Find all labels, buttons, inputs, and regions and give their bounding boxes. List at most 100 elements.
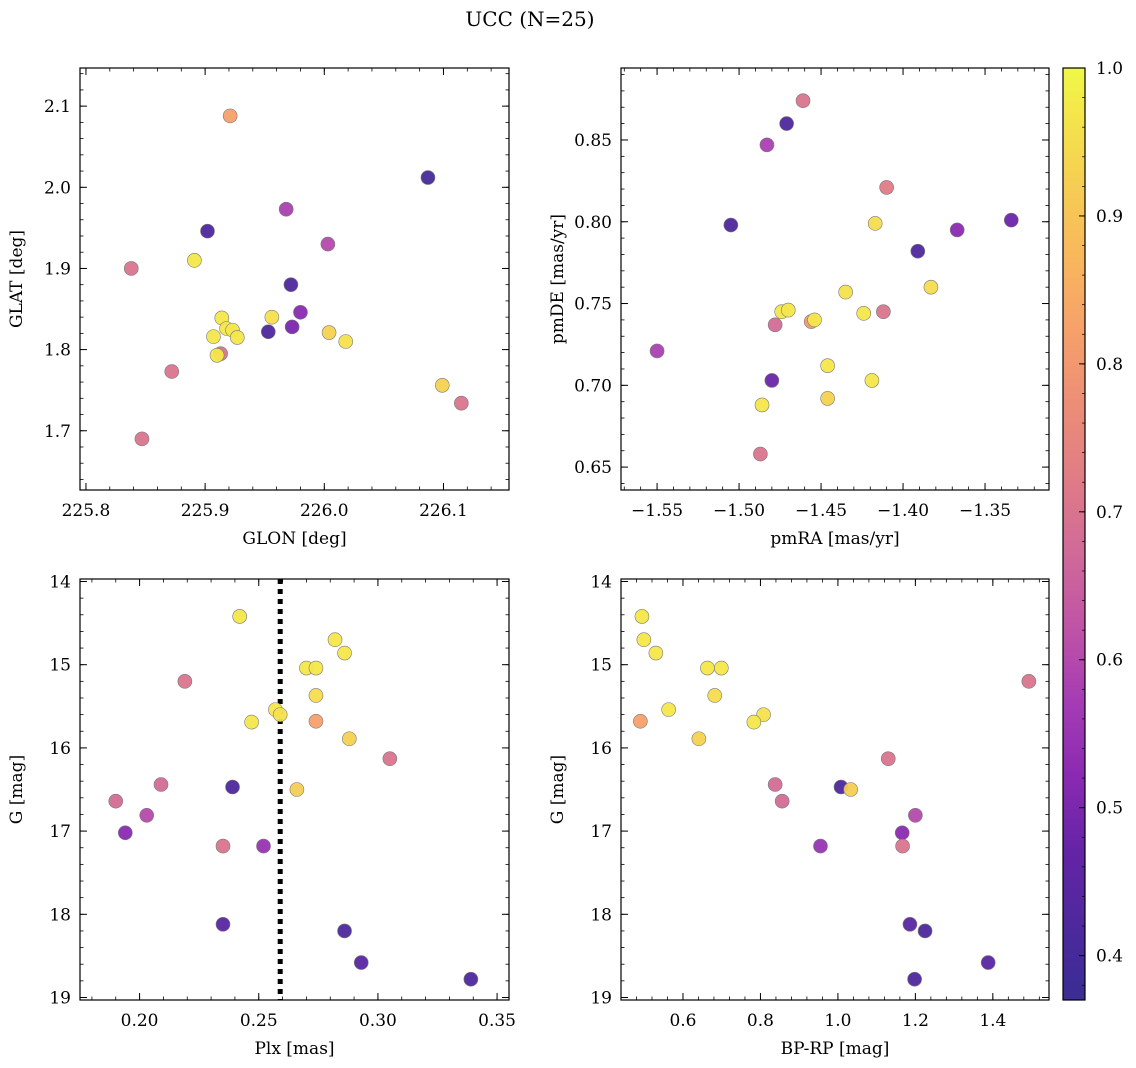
data-point — [320, 236, 336, 252]
y-tick-label: 15 — [590, 656, 612, 676]
y-axis-label: G [mag] — [7, 755, 27, 824]
data-point — [382, 751, 398, 767]
data-point — [917, 923, 933, 939]
data-point — [980, 955, 996, 970]
data-point — [463, 971, 479, 987]
data-point — [244, 714, 259, 730]
data-point — [225, 779, 240, 795]
y-tick-label: 1.8 — [44, 341, 71, 361]
data-point — [338, 334, 354, 349]
data-point — [321, 325, 337, 340]
axes-frame — [620, 67, 1050, 491]
data-point — [1021, 674, 1037, 689]
y-tick-label: 0.65 — [574, 458, 612, 478]
x-tick-label: 0.25 — [240, 1011, 278, 1031]
x-tick-label: 226.0 — [300, 501, 349, 521]
figure-title: UCC (N=25) — [465, 7, 594, 31]
data-point — [876, 304, 891, 320]
axes-frame — [79, 578, 510, 1001]
x-axis-label: BP-RP [mag] — [781, 1039, 890, 1059]
data-point — [764, 373, 780, 388]
data-point — [177, 674, 193, 689]
y-tick-label: 15 — [49, 656, 71, 676]
data-point — [894, 825, 910, 841]
data-point — [902, 916, 918, 932]
colorbar-tick-label: 0.5 — [1096, 799, 1123, 819]
data-point — [420, 170, 436, 185]
data-point — [164, 364, 180, 379]
y-tick-label: 14 — [49, 572, 71, 592]
data-point — [813, 838, 828, 854]
data-point — [864, 373, 880, 388]
data-point — [327, 632, 343, 648]
data-point — [661, 702, 676, 717]
data-point — [117, 825, 133, 841]
data-point — [907, 971, 922, 987]
x-tick-label: −1.35 — [959, 501, 1011, 521]
x-tick-label: 0.30 — [359, 1011, 397, 1031]
x-axis-label: GLON [deg] — [242, 529, 346, 549]
colorbar-gradient — [1062, 67, 1086, 1001]
data-point — [923, 279, 939, 295]
data-point — [272, 707, 288, 722]
y-tick-label: 0.85 — [574, 131, 612, 151]
colorbar-tick-label: 0.4 — [1096, 947, 1123, 967]
y-tick-label: 18 — [49, 905, 71, 925]
data-point — [746, 714, 762, 730]
data-point — [308, 688, 324, 703]
data-point — [879, 180, 894, 195]
data-point — [700, 660, 715, 676]
data-point — [723, 217, 739, 233]
x-tick-label: 225.8 — [62, 501, 111, 521]
y-tick-label: 2.0 — [44, 178, 71, 198]
scatter-panels: 225.8 225.9 226.0 226.1 1.7 1.8 1.9 2.0 2.1 GLON … — [7, 67, 1050, 1059]
x-tick-label: −1.50 — [713, 501, 765, 521]
colorbar-tick-label: 1.0 — [1096, 59, 1123, 79]
x-tick-label: −1.40 — [877, 501, 929, 521]
axes-frame — [620, 578, 1050, 1001]
axes-frame — [79, 67, 510, 491]
data-point — [648, 645, 664, 661]
y-tick-label: 2.1 — [44, 97, 71, 117]
y-tick-label: 0.80 — [574, 213, 612, 233]
x-tick-label: 0.35 — [478, 1011, 516, 1031]
data-point — [293, 304, 308, 320]
data-point — [880, 751, 896, 767]
x-axis-label: pmRA [mas/yr] — [770, 529, 899, 549]
data-point — [820, 391, 835, 406]
data-point — [222, 108, 238, 124]
x-tick-label: −1.45 — [795, 501, 847, 521]
data-point — [209, 347, 225, 363]
x-tick-label: 1.0 — [824, 1011, 851, 1031]
y-axis-label: GLAT [deg] — [7, 230, 27, 328]
data-point — [289, 782, 305, 797]
data-point — [139, 807, 155, 823]
panel-bprp-g: 0.6 0.8 1.0 1.2 1.4 14 15 16 17 18 19 BP-RP [mag] G … — [548, 572, 1050, 1059]
data-point — [691, 731, 707, 747]
data-point — [867, 216, 883, 231]
y-axis-label: G [mag] — [548, 755, 568, 824]
data-point — [949, 222, 965, 238]
data-point — [434, 378, 450, 393]
colorbar-tick-label: 0.8 — [1096, 355, 1123, 375]
data-point — [649, 343, 665, 359]
x-tick-label: 226.1 — [419, 501, 468, 521]
data-point — [714, 660, 729, 676]
data-point — [767, 777, 783, 792]
colorbar-tick-label: 0.6 — [1096, 651, 1123, 671]
x-tick-label: 1.2 — [902, 1011, 929, 1031]
x-tick-label: 0.6 — [669, 1011, 696, 1031]
data-point — [278, 201, 294, 217]
y-tick-label: 16 — [49, 739, 71, 759]
data-point — [843, 782, 858, 797]
data-point — [795, 93, 811, 109]
colorbar-tick-label: 0.7 — [1096, 503, 1123, 523]
data-point — [337, 645, 352, 661]
data-point — [206, 329, 221, 344]
data-point — [856, 306, 871, 321]
data-point — [342, 731, 357, 747]
data-point — [634, 609, 650, 624]
data-point — [908, 807, 923, 823]
data-point — [337, 923, 352, 939]
